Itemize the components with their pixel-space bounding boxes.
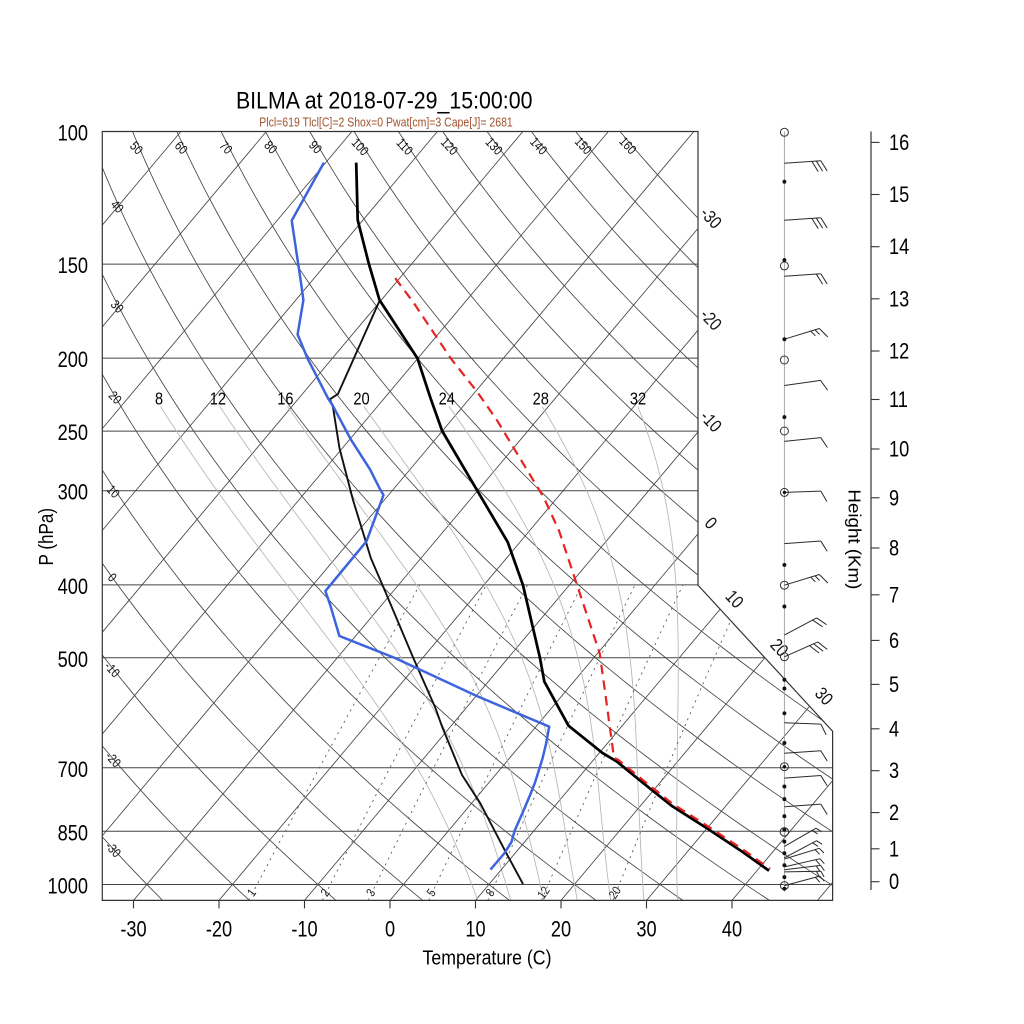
svg-text:0: 0 <box>385 917 395 942</box>
svg-text:-30: -30 <box>120 917 146 942</box>
svg-text:0: 0 <box>889 869 899 894</box>
svg-text:24: 24 <box>439 388 456 408</box>
svg-text:30: 30 <box>636 917 656 942</box>
svg-text:40: 40 <box>722 917 742 942</box>
svg-text:28: 28 <box>533 388 549 408</box>
svg-text:7: 7 <box>889 582 899 607</box>
svg-text:Plcl=619 Tlcl[C]=2 Shox=0 Pwat: Plcl=619 Tlcl[C]=2 Shox=0 Pwat[cm]=3 Cap… <box>259 114 513 129</box>
svg-text:1: 1 <box>889 836 899 861</box>
svg-text:2: 2 <box>889 800 899 825</box>
svg-text:100: 100 <box>58 121 88 146</box>
svg-text:1000: 1000 <box>48 873 89 898</box>
svg-text:13: 13 <box>889 286 909 311</box>
svg-text:250: 250 <box>58 420 88 445</box>
svg-text:500: 500 <box>58 647 88 672</box>
svg-text:Height (Km): Height (Km) <box>845 489 865 589</box>
svg-text:150: 150 <box>58 253 88 278</box>
svg-text:12: 12 <box>889 339 909 364</box>
svg-text:Temperature (C): Temperature (C) <box>423 946 552 969</box>
svg-text:14: 14 <box>889 234 909 259</box>
svg-text:11: 11 <box>889 387 908 412</box>
svg-text:200: 200 <box>58 347 88 372</box>
svg-text:5: 5 <box>889 672 899 697</box>
svg-text:32: 32 <box>630 388 646 408</box>
svg-text:700: 700 <box>58 757 88 782</box>
svg-text:4: 4 <box>889 716 899 741</box>
svg-text:400: 400 <box>58 574 88 599</box>
svg-text:20: 20 <box>551 917 571 942</box>
svg-text:15: 15 <box>889 182 909 207</box>
svg-text:-10: -10 <box>291 917 317 942</box>
svg-text:850: 850 <box>58 820 88 845</box>
svg-text:16: 16 <box>889 130 909 155</box>
svg-text:12: 12 <box>210 388 226 408</box>
svg-text:8: 8 <box>889 536 899 561</box>
svg-text:3: 3 <box>889 758 899 783</box>
svg-text:20: 20 <box>353 388 370 408</box>
svg-text:9: 9 <box>889 485 899 510</box>
svg-text:16: 16 <box>277 388 293 408</box>
svg-text:8: 8 <box>155 388 163 408</box>
svg-text:10: 10 <box>465 917 485 942</box>
svg-text:P (hPa): P (hPa) <box>36 508 58 566</box>
svg-text:10: 10 <box>889 437 909 462</box>
svg-text:6: 6 <box>889 628 899 653</box>
svg-text:300: 300 <box>58 480 88 505</box>
svg-text:BILMA at 2018-07-29_15:00:00: BILMA at 2018-07-29_15:00:00 <box>236 88 533 114</box>
svg-text:-20: -20 <box>206 917 232 942</box>
